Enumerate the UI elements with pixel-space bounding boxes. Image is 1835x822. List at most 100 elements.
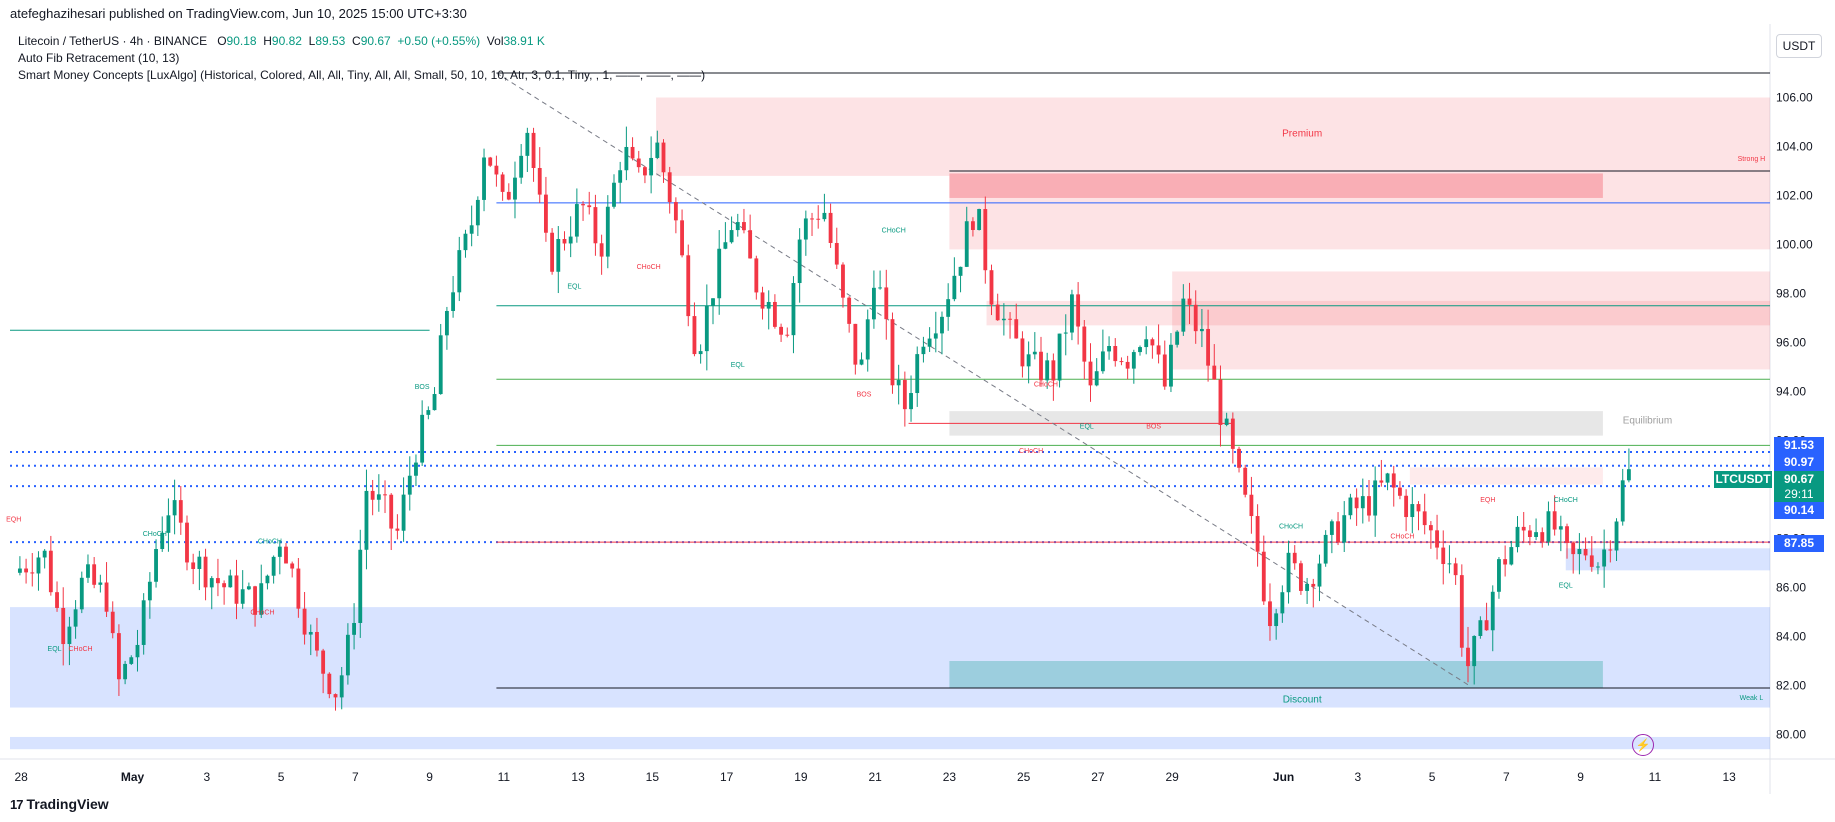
candle-body (42, 550, 47, 558)
x-tick-label: May (121, 770, 145, 784)
low-zone (10, 736, 1770, 750)
candle-body (878, 287, 883, 289)
candle-body (995, 304, 1000, 321)
candle-body (1131, 352, 1136, 369)
discount-zone (10, 607, 1770, 708)
candle-body (1057, 333, 1062, 381)
annotation-choch: CHoCH (882, 227, 906, 234)
x-tick-label: 25 (1017, 770, 1031, 784)
legend-indicator-smc[interactable]: Smart Money Concepts [LuxAlgo] (Historic… (18, 68, 706, 82)
legend-symbol[interactable]: Litecoin / TetherUS · 4h · BINANCE (18, 34, 208, 48)
candle-body (525, 132, 530, 156)
y-tick-label: 100.00 (1776, 238, 1813, 252)
candle-body (977, 209, 982, 230)
candle-body (717, 248, 722, 299)
currency-button[interactable]: USDT (1776, 34, 1822, 58)
candle-body (587, 205, 592, 208)
candle-body (265, 575, 270, 584)
candle-body (321, 650, 326, 674)
annotation-discount: Discount (1283, 695, 1322, 706)
publisher-line: atefeghazihesari published on TradingVie… (10, 6, 467, 21)
candles-layer (17, 126, 1631, 711)
chart-legend: Litecoin / TetherUS · 4h · BINANCE O90.1… (18, 33, 705, 84)
candle-body (847, 297, 852, 324)
candle-body (147, 581, 152, 601)
y-tick-label: 98.00 (1776, 287, 1806, 301)
candle-body (129, 657, 134, 664)
candle-body (364, 490, 369, 550)
candle-body (73, 609, 78, 627)
candle-body (1503, 559, 1508, 565)
annotation-eql: EQL (48, 646, 62, 653)
candle-body (692, 316, 697, 355)
candle-body (1206, 328, 1211, 366)
candle-body (216, 578, 220, 584)
annotation-strong-h: Strong H (1738, 156, 1766, 163)
lightning-icon[interactable]: ⚡ (1632, 734, 1654, 756)
footer-brand[interactable]: 17 TradingView (10, 796, 109, 812)
candle-body (1230, 418, 1235, 449)
symbol-tag: LTCUSDT (1714, 471, 1772, 488)
candle-body (723, 242, 728, 249)
candle-body (1311, 583, 1316, 587)
candle-body (915, 354, 920, 394)
candle-body (1144, 339, 1149, 348)
candle-body (742, 222, 746, 231)
candle-body (209, 578, 214, 588)
legend-c-label: C (352, 34, 361, 48)
candle-body (531, 132, 536, 169)
candle-body (141, 600, 146, 645)
candle-body (704, 305, 709, 352)
legend-o-label: O (217, 34, 227, 48)
candle-body (649, 157, 654, 176)
candle-body (1515, 526, 1520, 548)
candle-body (1565, 526, 1569, 544)
candle-body (983, 209, 988, 271)
tradingview-logo-icon: 17 (10, 796, 24, 812)
annotation-bos: BOS (857, 391, 872, 398)
supply-zone-1-core (949, 173, 1603, 198)
candle-body (1534, 532, 1538, 537)
candle-body (327, 673, 332, 695)
candle-body (1255, 516, 1260, 552)
x-tick-label: 15 (646, 770, 660, 784)
candle-body (1100, 351, 1105, 372)
x-tick-label: 11 (1649, 770, 1662, 784)
candle-body (451, 292, 456, 311)
annotation-eqh: EQH (1480, 497, 1495, 504)
candle-body (494, 165, 499, 175)
candle-body (1447, 563, 1452, 565)
candle-body (1360, 496, 1365, 509)
candle-body (172, 500, 177, 516)
candle-body (1348, 497, 1353, 516)
candle-body (457, 250, 462, 293)
candle-body (1336, 521, 1340, 543)
candle-body (1428, 525, 1433, 531)
countdown-tag: 29:11 (1774, 486, 1824, 503)
candle-body (432, 394, 437, 411)
candle-body (1119, 361, 1124, 363)
candle-body (581, 204, 585, 206)
candle-body (438, 335, 443, 395)
candle-body (104, 582, 109, 612)
candle-body (420, 414, 425, 463)
candle-body (643, 167, 647, 176)
candle-body (667, 172, 672, 203)
legend-l-label: L (308, 34, 316, 48)
candlestick-chart[interactable]: Premium Discount Equilibrium Strong H Weak L… (0, 24, 1835, 794)
candle-body (1367, 496, 1371, 516)
legend-ohlc-row[interactable]: Litecoin / TetherUS · 4h · BINANCE O90.1… (18, 33, 705, 50)
candle-body (1032, 351, 1037, 355)
candle-body (1342, 515, 1347, 543)
candle-body (1292, 552, 1297, 564)
candle-body (284, 546, 288, 564)
annotation-choch: CHoCH (143, 531, 167, 538)
annotation-equilibrium: Equilibrium (1623, 415, 1672, 426)
chart-frame[interactable]: Premium Discount Equilibrium Strong H Weak L… (0, 24, 1835, 794)
candle-body (17, 568, 22, 573)
candle-body (1614, 521, 1619, 551)
candle-body (315, 631, 319, 651)
legend-indicator-fib[interactable]: Auto Fib Retracement (10, 13) (18, 51, 180, 65)
candle-body (568, 236, 573, 244)
candle-body (1608, 549, 1613, 551)
